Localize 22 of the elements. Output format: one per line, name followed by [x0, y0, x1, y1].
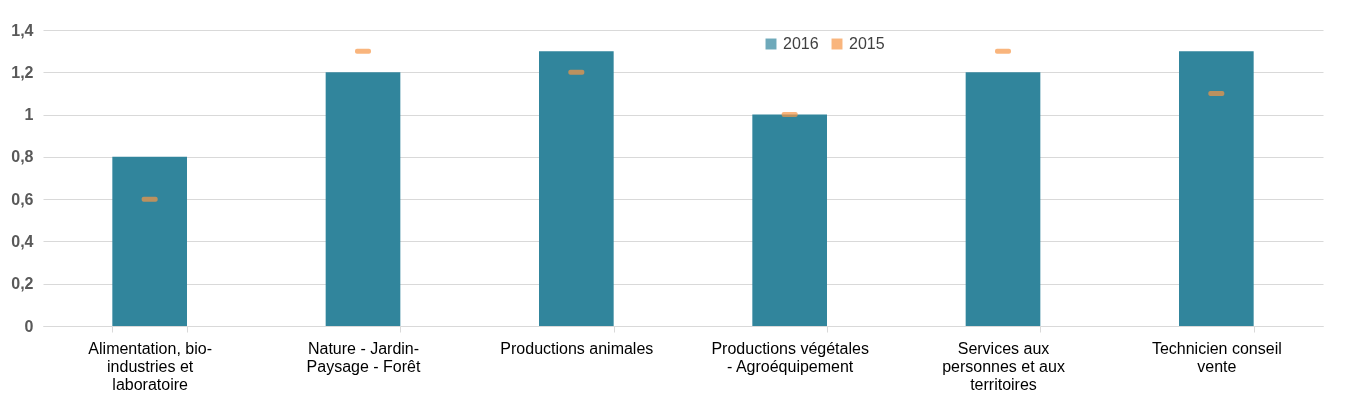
y-tick-label: 1,4: [11, 21, 34, 39]
legend-label: 2015: [849, 35, 885, 52]
bar: [1179, 51, 1254, 326]
x-tick-label: Productions végétales - Agroéquipement: [711, 339, 869, 375]
bar: [752, 114, 827, 326]
x-tick-label: Services aux personnes et aux territoires: [942, 339, 1065, 393]
legend-label: 2016: [783, 35, 819, 52]
x-tick-label: Nature - Jardin-Paysage - Forêt: [306, 339, 421, 375]
bar: [965, 72, 1041, 326]
bar: [325, 72, 401, 326]
y-tick-label: 0,8: [11, 148, 34, 166]
x-tick-label: Alimentation, bio-industries et laboratoire: [88, 339, 212, 393]
y-tick-label: 0,2: [11, 275, 34, 293]
y-tick-label: 0,6: [11, 190, 34, 208]
x-tick-label: Technicien conseil vente: [1151, 339, 1282, 375]
y-tick-label: 0,4: [11, 232, 34, 250]
y-tick-label: 0: [24, 317, 34, 335]
bar: [539, 51, 614, 326]
x-tick-label: Productions animales: [500, 339, 654, 357]
bar: [112, 156, 187, 326]
y-tick-label: 1,2: [11, 63, 34, 81]
y-tick-label: 1: [24, 106, 34, 124]
